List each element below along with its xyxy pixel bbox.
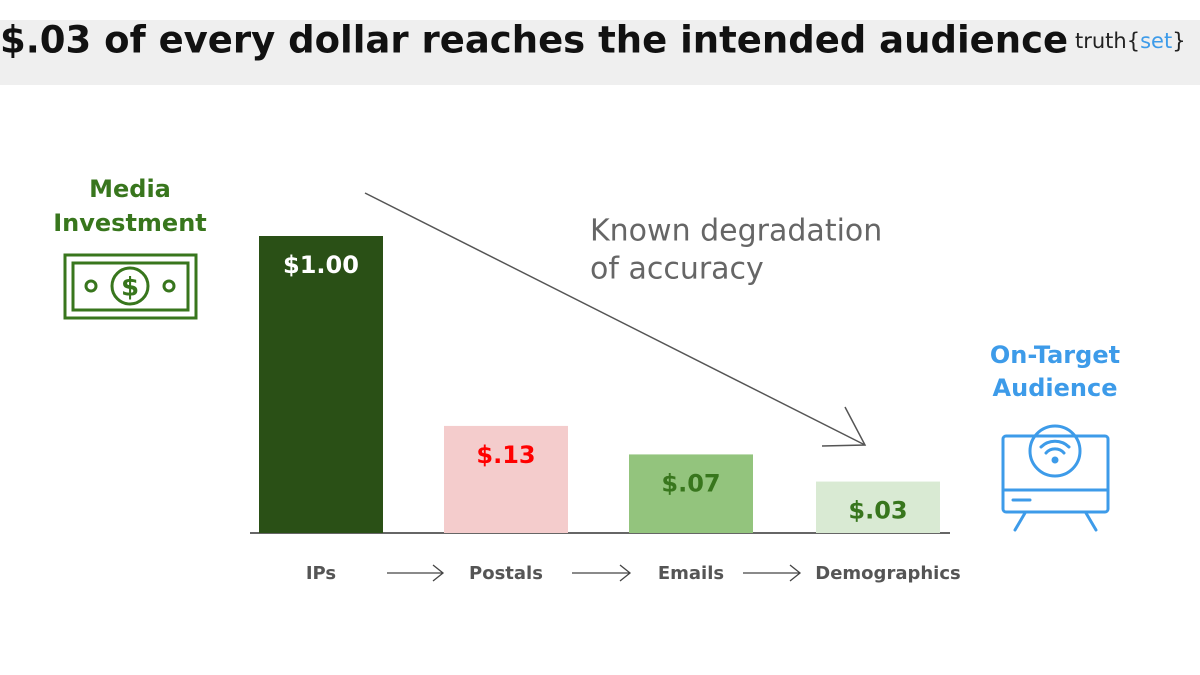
value-label: $.03: [848, 497, 907, 525]
bar: [259, 236, 383, 533]
right-label: On-Target: [990, 341, 1120, 369]
flow-arrows: [387, 564, 802, 582]
logo-part: }: [1172, 29, 1185, 53]
logo-part: truth{: [1075, 29, 1140, 53]
arrow-label: of accuracy: [590, 252, 764, 287]
bar: [816, 481, 940, 533]
x-tick-label: Postals: [469, 563, 543, 584]
arrow-label: Known degradation: [590, 214, 882, 249]
money-icon: $: [63, 253, 198, 320]
value-label: $1.00: [283, 251, 359, 279]
title: $.03 of every dollar reaches the intende…: [0, 19, 1068, 62]
left-label: Investment: [53, 209, 207, 237]
degradation-arrow: [364, 192, 867, 447]
x-tick-label: Emails: [658, 563, 724, 584]
right-label: Audience: [993, 374, 1118, 402]
header-band: [0, 20, 1200, 85]
left-label: Media: [89, 175, 171, 203]
bar: [629, 454, 753, 533]
tv-icon: [1001, 424, 1110, 532]
value-label: $.13: [476, 441, 535, 469]
value-label: $.07: [661, 469, 720, 497]
svg-text:$: $: [121, 273, 139, 303]
logo: truth{set}: [1075, 29, 1186, 53]
logo-part: set: [1140, 29, 1172, 53]
bar: [444, 425, 568, 533]
x-tick-label: Demographics: [815, 563, 960, 584]
x-tick-label: IPs: [306, 563, 336, 584]
